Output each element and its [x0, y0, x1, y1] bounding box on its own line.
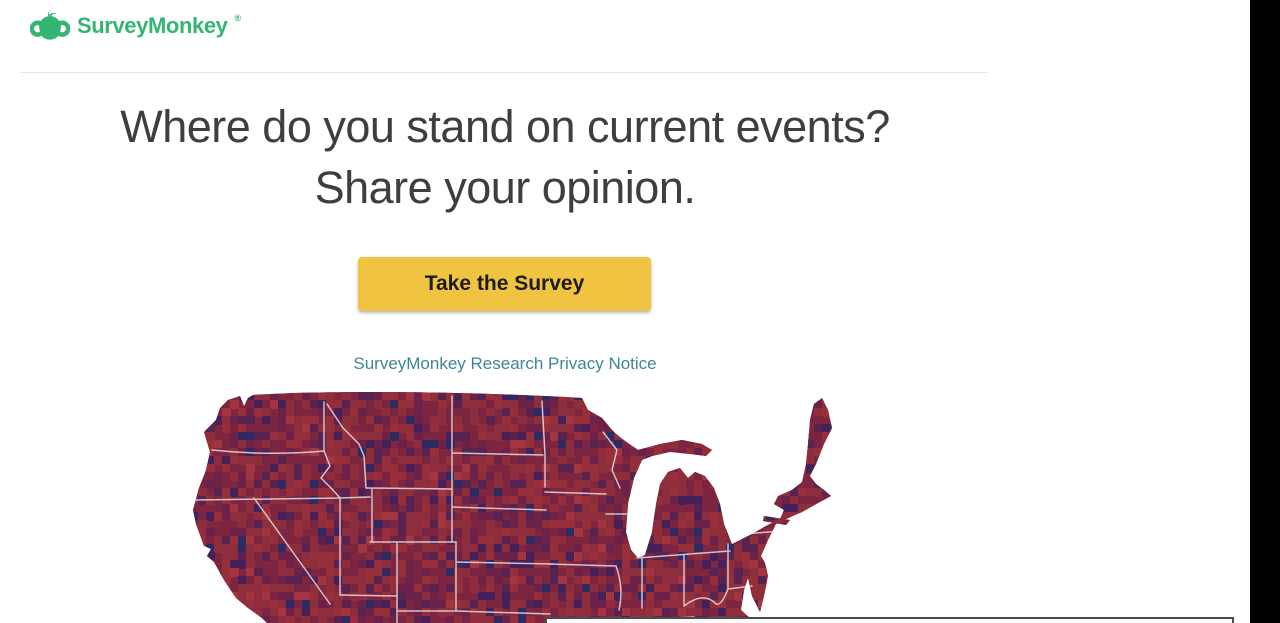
header-divider	[21, 72, 988, 73]
us-map-svg	[193, 392, 832, 623]
state-borders-layer	[195, 395, 783, 623]
us-county-choropleth-map	[190, 392, 838, 623]
privacy-notice-link[interactable]: SurveyMonkey Research Privacy Notice	[353, 354, 657, 373]
page-title: Where do you stand on current events? Sha…	[0, 96, 1010, 218]
take-survey-button[interactable]: Take the Survey	[358, 257, 651, 311]
surveymonkey-logo[interactable]: SurveyMonkey ®	[30, 6, 241, 46]
header: SurveyMonkey ®	[0, 0, 1010, 72]
registered-mark: ®	[234, 13, 242, 23]
monkey-icon	[30, 6, 70, 46]
title-line-1: Where do you stand on current events?	[120, 101, 890, 152]
title-line-2: Share your opinion.	[314, 162, 696, 213]
cookie-dialog-top-edge	[545, 617, 1234, 623]
logo-wordmark: SurveyMonkey	[77, 13, 228, 38]
county-cells-layer	[193, 392, 832, 623]
privacy-row: SurveyMonkey Research Privacy Notice	[0, 354, 1010, 374]
right-letterbox-strip	[1250, 0, 1280, 623]
